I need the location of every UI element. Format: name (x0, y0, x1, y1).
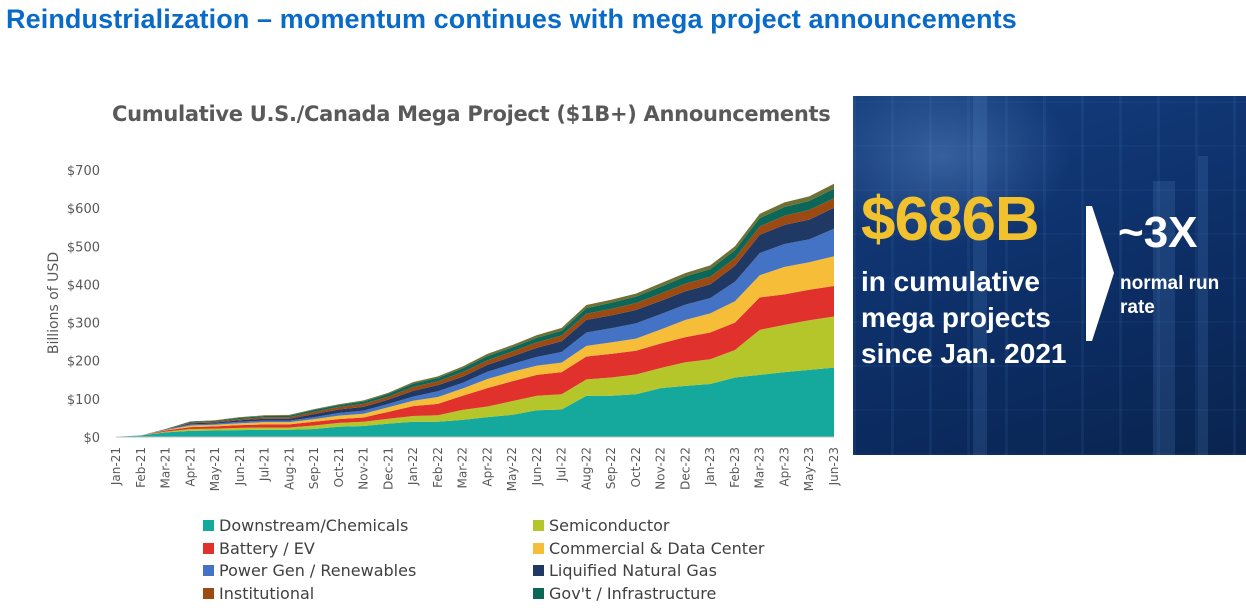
x-tick-label: Aug-21 (282, 447, 296, 490)
y-tick-label: $600 (67, 202, 100, 217)
legend-swatch (533, 565, 544, 576)
x-tick-label: Apr-22 (480, 447, 494, 487)
legend-item: Commercial & Data Center (533, 539, 764, 558)
x-tick-label: Jun-23 (827, 447, 841, 486)
x-tick-label: Apr-23 (777, 447, 791, 487)
x-tick-label: Nov-21 (357, 447, 371, 490)
legend-swatch (203, 587, 214, 599)
x-tick-label: Mar-23 (753, 447, 767, 488)
x-tick-label: Feb-23 (728, 447, 742, 488)
x-tick-label: Feb-22 (431, 447, 445, 488)
panel-line: mega projects (861, 302, 1051, 333)
run-rate-line: normal run (1120, 273, 1220, 294)
x-tick-label: Nov-22 (654, 447, 668, 490)
stacked-area-chart: $0 $100 $200 $300 $400 $500 $600 $700 Jan-21 Feb-… (46, 164, 841, 491)
panel-glow (853, 96, 1073, 246)
x-tick-label: Oct-22 (629, 447, 643, 487)
legend-label: Downstream/Chemicals (219, 516, 409, 535)
cumulative-total: $686B (861, 185, 1040, 254)
area-series-semiconductor (116, 316, 834, 437)
area-series-downstream-chemicals (116, 367, 834, 437)
legend-item: Liquified Natural Gas (533, 561, 717, 580)
multiplier-value: ~3X (1118, 208, 1198, 257)
legend-swatch (533, 542, 544, 554)
x-tick-label: Aug-22 (579, 447, 593, 490)
legend-swatch (533, 520, 544, 531)
x-tick-label: Oct-21 (332, 447, 346, 487)
legend-label: Liquified Natural Gas (549, 561, 717, 580)
x-tick-label: Sep-22 (604, 447, 618, 489)
x-tick-label: Jan-22 (406, 447, 420, 486)
y-tick-label: $700 (67, 164, 100, 179)
panel-line: in cumulative (861, 266, 1040, 297)
x-tick-label: Jul-22 (555, 447, 569, 482)
plant-tower-graphic (973, 96, 987, 455)
y-tick-label: $200 (67, 355, 100, 370)
legend-swatch (533, 587, 544, 599)
y-tick-label: $0 (83, 431, 100, 446)
highlight-panel: $686B in cumulative mega projects since … (853, 96, 1246, 455)
legend-label: Institutional (219, 583, 315, 603)
x-tick-label: Jan-21 (109, 447, 123, 486)
x-tick-label: Dec-22 (678, 447, 692, 490)
x-tick-label: Mar-21 (159, 447, 173, 488)
legend-label: Semiconductor (549, 516, 670, 535)
legend-item: Semiconductor (533, 516, 670, 535)
legend-label: Battery / EV (219, 538, 315, 558)
legend-label: Power Gen / Renewables (219, 561, 417, 580)
y-tick-label: $400 (67, 278, 100, 293)
x-tick-label: Apr-21 (183, 447, 197, 487)
x-tick-label: Feb-21 (134, 447, 148, 488)
legend-label: Commercial & Data Center (549, 538, 765, 558)
x-tick-label: May-22 (505, 447, 519, 491)
legend-swatch (203, 520, 214, 531)
x-tick-label: Jun-21 (233, 447, 247, 486)
legend-item: Downstream/Chemicals (203, 516, 408, 535)
x-tick-label: Jan-23 (703, 447, 717, 486)
y-tick-label: $100 (67, 393, 100, 408)
legend-item: Battery / EV (203, 539, 315, 558)
panel-background-pattern (853, 96, 1246, 455)
y-tick-label: $500 (67, 240, 100, 255)
plant-tower-graphic (1198, 156, 1208, 455)
x-tick-label: May-23 (802, 447, 816, 491)
x-tick-label: Dec-21 (381, 447, 395, 490)
legend-label: Gov't / Infrastructure (549, 583, 717, 603)
panel-line: since Jan. 2021 (861, 338, 1067, 369)
legend-swatch (203, 565, 214, 576)
run-rate-line: rate (1120, 297, 1155, 318)
y-axis-label: Billions of USD (46, 252, 62, 354)
panel-description: in cumulative mega projects since Jan. 2… (861, 264, 1066, 372)
chart-title: Cumulative U.S./Canada Mega Project ($1B… (112, 102, 831, 126)
x-tick-label: May-21 (208, 447, 222, 491)
y-tick-label: $300 (67, 317, 100, 332)
x-tick-label: Sep-21 (307, 447, 321, 489)
legend-item: Gov't / Infrastructure (533, 584, 716, 603)
slide-title: Reindustrialization – momentum continues… (6, 4, 1017, 34)
run-rate-text: normal run rate (1120, 272, 1219, 320)
x-tick-label: Jun-22 (530, 447, 544, 486)
area-series-battery-ev (116, 285, 834, 437)
legend-swatch (203, 542, 214, 554)
legend-item: Institutional (203, 584, 314, 603)
plant-tower-graphic (1153, 181, 1175, 455)
legend-item: Power Gen / Renewables (203, 561, 416, 580)
x-tick-label: Jul-21 (258, 447, 272, 482)
x-tick-label: Mar-22 (456, 447, 470, 488)
chevron-arrow-icon (1086, 206, 1114, 341)
